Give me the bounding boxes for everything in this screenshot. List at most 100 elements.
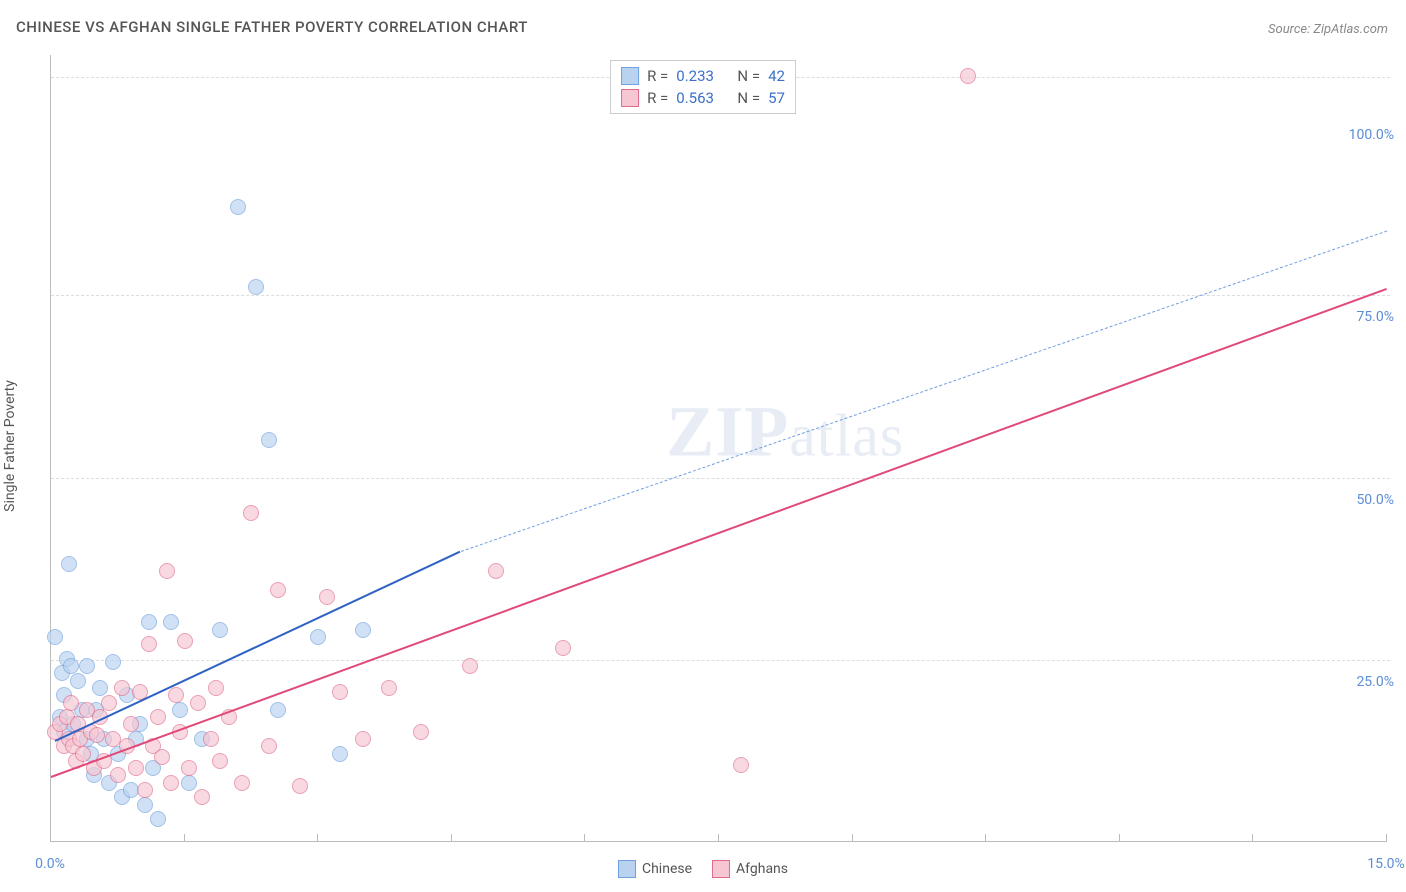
data-point-afghans (154, 749, 170, 765)
data-point-chinese (230, 199, 246, 215)
stats-row-afghans: R = 0.563 N = 57 (621, 87, 785, 109)
data-point-chinese (150, 811, 166, 827)
data-point-afghans (101, 695, 117, 711)
n-value-afghans: 57 (768, 89, 785, 107)
data-point-afghans (413, 724, 429, 740)
data-point-afghans (261, 738, 277, 754)
swatch-chinese-bottom (618, 860, 636, 878)
x-tick-mark (317, 834, 318, 842)
y-tick-label: 25.0% (1356, 674, 1394, 690)
data-point-afghans (137, 782, 153, 798)
x-tick-mark (1252, 834, 1253, 842)
data-point-chinese (355, 622, 371, 638)
legend-item-chinese: Chinese (618, 860, 692, 878)
n-value-chinese: 42 (768, 67, 785, 85)
data-point-afghans (190, 695, 206, 711)
legend-label-afghans: Afghans (736, 861, 788, 877)
data-point-afghans (488, 563, 504, 579)
x-tick-mark (718, 834, 719, 842)
gridline (51, 295, 1390, 296)
data-point-afghans (181, 760, 197, 776)
data-point-chinese (141, 614, 157, 630)
x-tick-mark (852, 834, 853, 842)
x-tick-mark (584, 834, 585, 842)
data-point-afghans (555, 640, 571, 656)
n-label: N = (737, 67, 760, 85)
data-point-afghans (110, 767, 126, 783)
data-point-afghans (355, 731, 371, 747)
data-point-chinese (212, 622, 228, 638)
data-point-chinese (248, 279, 264, 295)
data-point-afghans (141, 636, 157, 652)
data-point-afghans (208, 680, 224, 696)
r-label: R = (647, 67, 668, 85)
data-point-afghans (234, 775, 250, 791)
data-point-chinese (310, 629, 326, 645)
data-point-chinese (79, 658, 95, 674)
data-point-afghans (733, 757, 749, 773)
data-point-afghans (114, 680, 130, 696)
gridline (51, 660, 1390, 661)
y-tick-label: 100.0% (1349, 127, 1394, 143)
data-point-afghans (292, 778, 308, 794)
data-point-chinese (261, 432, 277, 448)
y-tick-label: 50.0% (1356, 492, 1394, 508)
legend-label-chinese: Chinese (642, 861, 692, 877)
stats-legend: R = 0.233 N = 42 R = 0.563 N = 57 (610, 60, 796, 114)
swatch-afghans-bottom (712, 860, 730, 878)
chart-title: CHINESE VS AFGHAN SINGLE FATHER POVERTY … (16, 18, 528, 36)
data-point-chinese (270, 702, 286, 718)
data-point-chinese (181, 775, 197, 791)
data-point-afghans (462, 658, 478, 674)
data-point-chinese (163, 614, 179, 630)
data-point-afghans (332, 684, 348, 700)
correlation-chart: CHINESE VS AFGHAN SINGLE FATHER POVERTY … (0, 0, 1406, 892)
y-tick-label: 75.0% (1356, 309, 1394, 325)
gridline (51, 478, 1390, 479)
stats-row-chinese: R = 0.233 N = 42 (621, 65, 785, 87)
data-point-afghans (168, 687, 184, 703)
n-label: N = (737, 89, 760, 107)
data-point-chinese (47, 629, 63, 645)
x-tick-mark (184, 834, 185, 842)
data-point-afghans (128, 760, 144, 776)
swatch-chinese (621, 67, 639, 85)
source-label: Source: ZipAtlas.com (1268, 22, 1388, 37)
x-tick-mark (451, 834, 452, 842)
r-label: R = (647, 89, 668, 107)
plot-area: ZIPatlas (50, 55, 1386, 842)
watermark-zip: ZIP (666, 392, 789, 472)
data-point-afghans (319, 589, 335, 605)
trend-line (55, 551, 461, 742)
data-point-chinese (332, 746, 348, 762)
data-point-afghans (75, 746, 91, 762)
r-value-afghans: 0.563 (676, 89, 714, 107)
data-point-afghans (960, 68, 976, 84)
data-point-chinese (137, 797, 153, 813)
watermark-atlas: atlas (789, 403, 904, 469)
x-tick-mark (1119, 834, 1120, 842)
trend-line (51, 288, 1388, 778)
trend-line-dashed (461, 230, 1388, 552)
data-point-afghans (159, 563, 175, 579)
x-tick-label: 0.0% (35, 856, 65, 872)
x-tick-mark (1386, 834, 1387, 842)
x-tick-mark (985, 834, 986, 842)
data-point-chinese (61, 556, 77, 572)
data-point-afghans (150, 709, 166, 725)
legend-item-afghans: Afghans (712, 860, 788, 878)
data-point-chinese (105, 654, 121, 670)
watermark: ZIPatlas (666, 391, 904, 474)
data-point-afghans (123, 716, 139, 732)
data-point-afghans (212, 753, 228, 769)
r-value-chinese: 0.233 (676, 67, 714, 85)
data-point-afghans (243, 505, 259, 521)
data-point-afghans (203, 731, 219, 747)
data-point-afghans (381, 680, 397, 696)
series-legend: Chinese Afghans (618, 860, 788, 878)
data-point-afghans (270, 582, 286, 598)
data-point-afghans (89, 727, 105, 743)
data-point-afghans (63, 695, 79, 711)
data-point-chinese (172, 702, 188, 718)
data-point-chinese (70, 673, 86, 689)
